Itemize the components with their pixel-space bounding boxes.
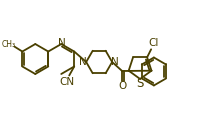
Text: N: N (111, 57, 119, 67)
Text: S: S (136, 77, 144, 90)
Text: O: O (118, 81, 126, 91)
Text: N: N (58, 38, 66, 48)
Text: Cl: Cl (148, 38, 158, 48)
Text: N: N (79, 57, 87, 67)
Text: CN: CN (60, 77, 75, 88)
Text: CH₃: CH₃ (1, 40, 15, 49)
